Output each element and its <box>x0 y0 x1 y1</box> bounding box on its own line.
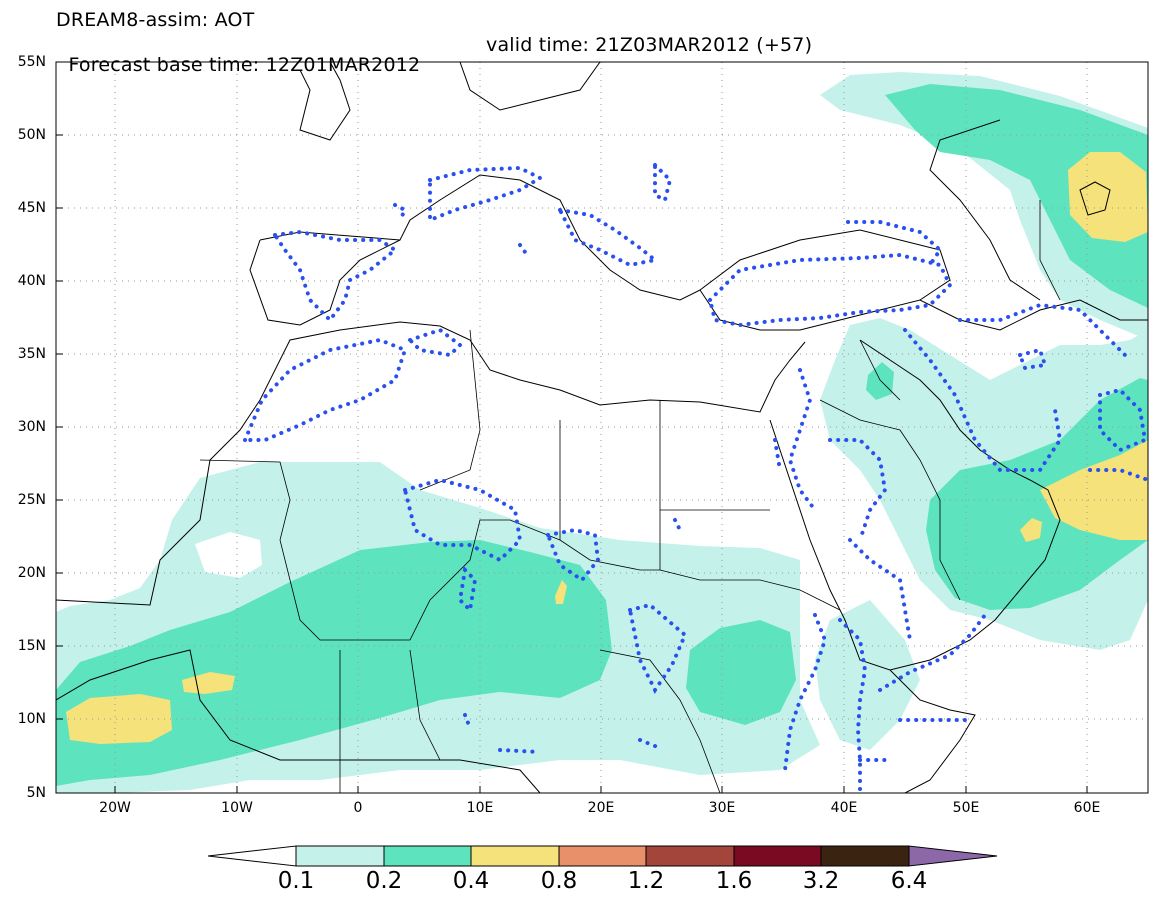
aot-region-mid-caspian <box>885 84 1148 308</box>
lat-label-55n: 55N <box>17 54 46 70</box>
map-title: DREAM8-assim: AOT <box>56 9 255 31</box>
legend-label-1.2: 1.2 <box>627 868 665 894</box>
lat-label-50n: 50N <box>17 127 46 143</box>
legend-label-1.6: 1.6 <box>715 868 753 894</box>
lat-label-40n: 40N <box>17 273 46 289</box>
aot-region-mid-iraq <box>866 362 894 400</box>
graticule <box>56 62 1148 793</box>
aot-region-mid-sahel <box>56 540 612 786</box>
lon-label-10e: 10E <box>466 800 494 816</box>
aot-region-mid-arabia <box>926 378 1148 610</box>
dust-contours <box>241 160 1148 793</box>
legend-label-6.4: 6.4 <box>890 868 928 894</box>
lon-label-10w: 10W <box>221 800 253 816</box>
lat-label-45n: 45N <box>17 200 46 216</box>
aot-region-high-oman <box>1040 440 1148 540</box>
legend-label-3.2: 3.2 <box>802 868 840 894</box>
tick-marks <box>56 134 1088 793</box>
base-time: Forecast base time: 12Z01MAR2012 <box>68 54 421 76</box>
aot-region-high-guinea <box>66 694 172 744</box>
lat-label-30n: 30N <box>17 419 46 435</box>
lat-label-20n: 20N <box>17 565 46 581</box>
lat-label-10n: 10N <box>17 711 46 727</box>
aot-region-high-oman-2 <box>1020 518 1042 542</box>
lat-label-25n: 25N <box>17 492 46 508</box>
aot-region-mid-sudan <box>686 620 796 725</box>
lon-label-60e: 60E <box>1073 800 1101 816</box>
lon-label-30e: 30E <box>708 800 736 816</box>
lat-label-35n: 35N <box>17 346 46 362</box>
lat-label-5n: 5N <box>26 785 46 801</box>
lon-label-50e: 50E <box>952 800 980 816</box>
legend-label-0.4: 0.4 <box>452 868 490 894</box>
legend-label-0.8: 0.8 <box>540 868 578 894</box>
lon-label-20e: 20E <box>587 800 615 816</box>
lon-label-0: 0 <box>353 800 363 816</box>
legend-label-0.1: 0.1 <box>277 868 315 894</box>
valid-time: valid time: 21Z03MAR2012 (+57) <box>486 34 813 56</box>
coastlines <box>56 62 1148 793</box>
lat-label-15n: 15N <box>17 638 46 654</box>
aot-region-low-west <box>195 532 262 578</box>
lon-label-20w: 20W <box>99 800 131 816</box>
aot-region-high-chad <box>555 580 567 604</box>
aot-region-low-horn <box>815 600 920 750</box>
base-time-label: Forecast base time: 12Z01MAR2012 valid t… <box>56 35 812 95</box>
country-borders <box>199 200 1061 793</box>
lon-label-40e: 40E <box>830 800 858 816</box>
legend-label-0.2: 0.2 <box>365 868 403 894</box>
